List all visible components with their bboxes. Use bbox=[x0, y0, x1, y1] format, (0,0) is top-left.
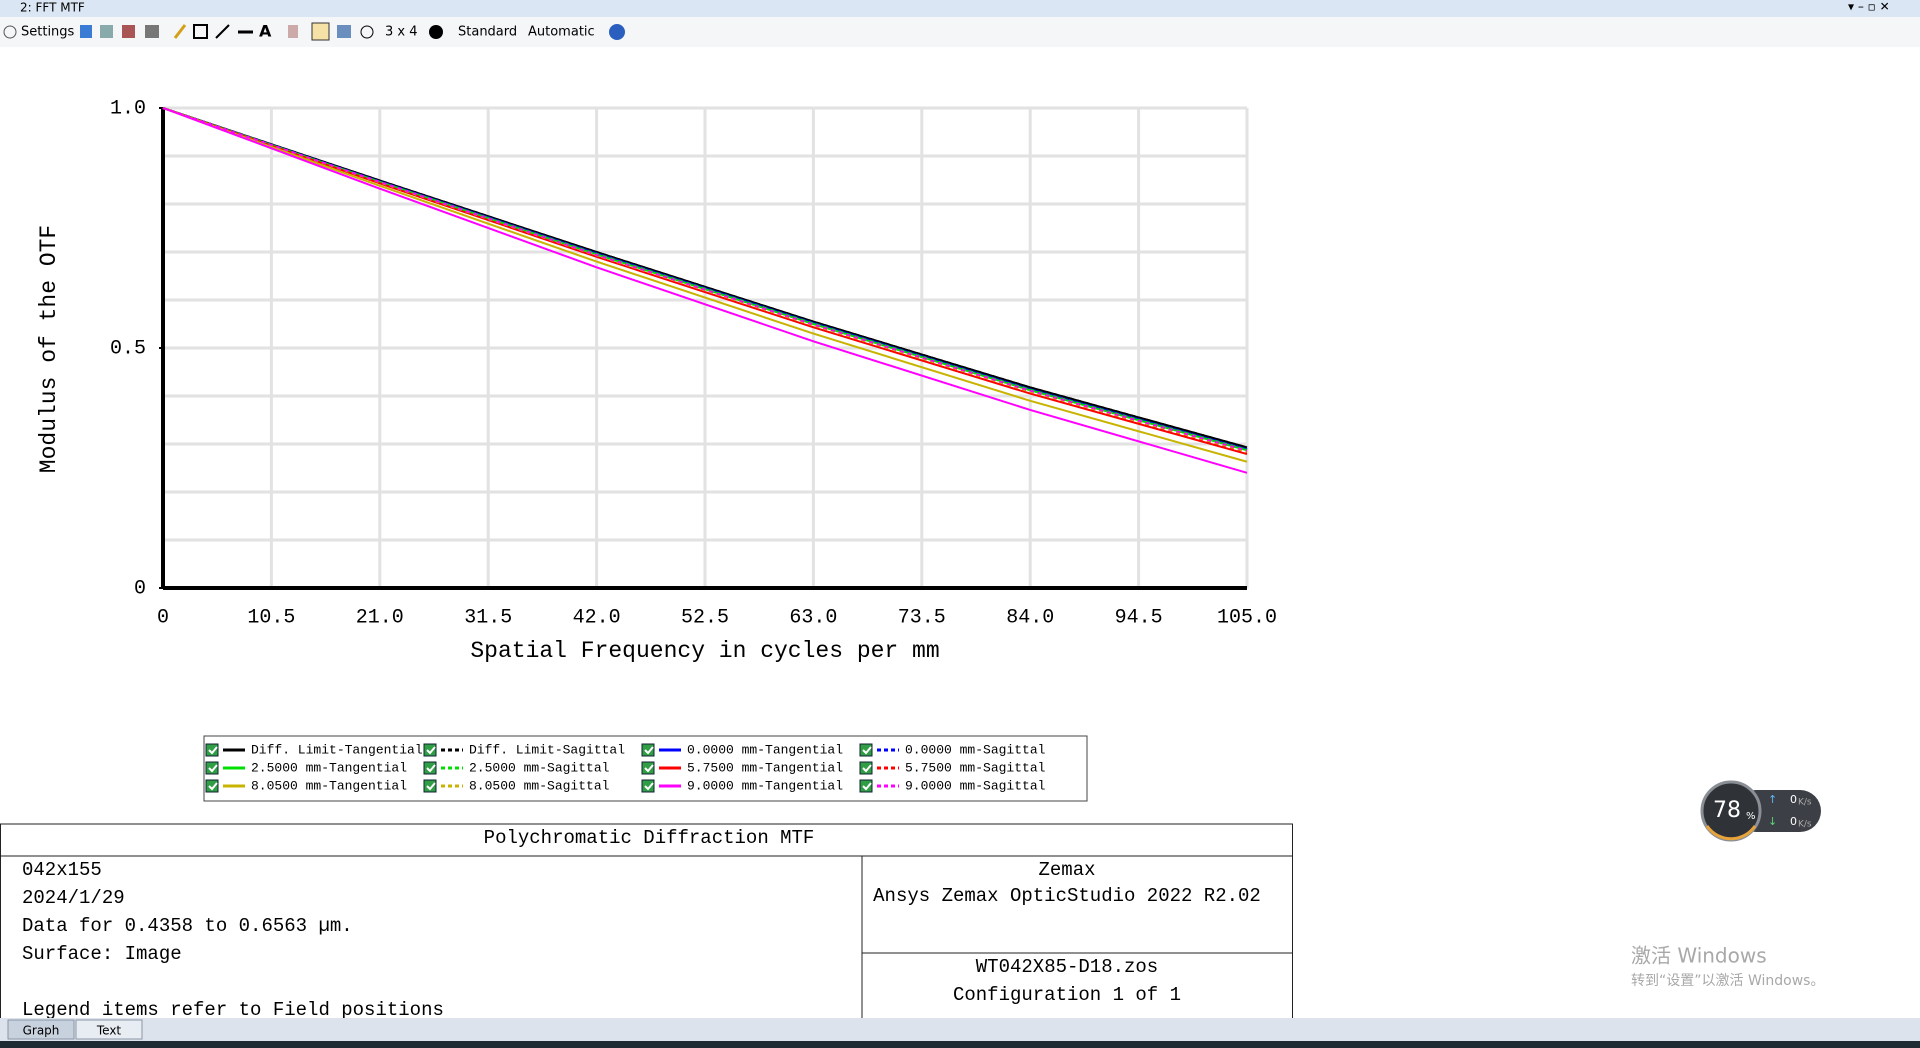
y-axis-title: Modulus of the OTF bbox=[36, 225, 62, 473]
y-tick-label: 1.0 bbox=[110, 97, 146, 120]
upload-unit: K/s bbox=[1798, 798, 1812, 808]
legend-checkbox[interactable] bbox=[859, 743, 873, 757]
legend-check bbox=[862, 782, 872, 791]
tab-label[interactable]: Graph bbox=[23, 1024, 60, 1038]
tabs: Graph Text bbox=[7, 1019, 143, 1040]
taskbar bbox=[0, 1041, 1920, 1048]
x-tick-label: 10.5 bbox=[247, 606, 295, 629]
window-title: 2: FFT MTF bbox=[20, 1, 85, 15]
series-line bbox=[162, 107, 1248, 449]
watermark-title: 激活 Windows bbox=[1631, 944, 1767, 968]
series-line bbox=[162, 107, 1248, 452]
legend-label: 5.7500 mm-Tangential bbox=[687, 760, 843, 775]
legend-checkbox[interactable] bbox=[641, 743, 655, 757]
legend-check bbox=[862, 746, 872, 755]
cpu-percent-sign: % bbox=[1746, 811, 1756, 822]
x-axis-title: Spatial Frequency in cycles per mm bbox=[470, 638, 939, 664]
legend-checkbox[interactable] bbox=[205, 779, 219, 793]
x-tick-label: 73.5 bbox=[898, 606, 946, 629]
legend-checkbox[interactable] bbox=[205, 761, 219, 775]
y-tick-label: 0 bbox=[134, 577, 146, 600]
legend-checkbox[interactable] bbox=[859, 761, 873, 775]
info-line: Configuration 1 of 1 bbox=[953, 984, 1181, 1006]
legend-checkbox[interactable] bbox=[205, 743, 219, 757]
legend-check bbox=[426, 764, 436, 773]
info-text: 042x155 2024/1/29 Data for 0.4358 to 0.656… bbox=[22, 859, 1261, 1021]
legend-label: 8.0500 mm-Sagittal bbox=[469, 778, 610, 793]
info-line: 2024/1/29 bbox=[22, 887, 125, 909]
legend-label: Diff. Limit-Tangential bbox=[251, 742, 423, 757]
x-tick-label: 84.0 bbox=[1006, 606, 1054, 629]
info-line: Surface: Image bbox=[22, 943, 182, 965]
window-controls[interactable]: ▾ – ▫ ✕ bbox=[1848, 0, 1890, 14]
legend-check bbox=[644, 764, 654, 773]
legend-label: 5.7500 mm-Sagittal bbox=[905, 760, 1046, 775]
legend-label: 9.0000 mm-Sagittal bbox=[905, 778, 1046, 793]
title-bar bbox=[0, 0, 1920, 17]
legend-check bbox=[208, 782, 218, 791]
legend-label: 8.0500 mm-Tangential bbox=[251, 778, 407, 793]
info-line: WT042X85-D18.zos bbox=[976, 956, 1158, 978]
scale-dropdown[interactable]: Automatic bbox=[528, 25, 595, 40]
down-arrow: ↓ bbox=[1768, 815, 1777, 828]
x-tick-label: 42.0 bbox=[573, 606, 621, 629]
legend-label: 2.5000 mm-Sagittal bbox=[469, 760, 610, 775]
legend-label: Diff. Limit-Sagittal bbox=[469, 742, 625, 757]
info-line: 042x155 bbox=[22, 859, 102, 881]
info-line: Ansys Zemax OpticStudio 2022 R2.02 bbox=[873, 885, 1261, 907]
series-line bbox=[162, 107, 1248, 456]
legend-label: 9.0000 mm-Tangential bbox=[687, 778, 843, 793]
settings-toggle[interactable] bbox=[3, 25, 17, 39]
watermark-subtitle: 转到“设置”以激活 Windows。 bbox=[1631, 972, 1824, 989]
legend-checkbox[interactable] bbox=[641, 761, 655, 775]
info-line: Legend items refer to Field positions bbox=[22, 999, 444, 1021]
legend-checkbox[interactable] bbox=[423, 761, 437, 775]
tab[interactable] bbox=[7, 1019, 75, 1040]
x-tick-label: 94.5 bbox=[1115, 606, 1163, 629]
x-tick-label: 0 bbox=[157, 606, 169, 629]
tab[interactable] bbox=[75, 1019, 143, 1040]
net-widget bbox=[1700, 780, 1821, 842]
tab-bar bbox=[0, 1018, 1920, 1041]
settings-button[interactable]: Settings bbox=[21, 25, 75, 40]
download-unit: K/s bbox=[1798, 820, 1812, 830]
x-tick-label: 21.0 bbox=[356, 606, 404, 629]
x-tick-label: 52.5 bbox=[681, 606, 729, 629]
legend: Diff. Limit-Tangential Diff. Limit-Sagitt… bbox=[205, 742, 1046, 793]
series-line bbox=[162, 107, 1248, 463]
legend-label: 0.0000 mm-Tangential bbox=[687, 742, 843, 757]
info-title: Polychromatic Diffraction MTF bbox=[484, 827, 815, 849]
legend-check bbox=[862, 764, 872, 773]
legend-check bbox=[208, 746, 218, 755]
legend-checkbox[interactable] bbox=[423, 743, 437, 757]
download-speed: 0 bbox=[1790, 815, 1797, 828]
info-line: Data for 0.4358 to 0.6563 µm. bbox=[22, 915, 353, 937]
svg-text:A: A bbox=[259, 22, 272, 41]
legend-checkbox[interactable] bbox=[423, 779, 437, 793]
toolbar-icons[interactable]: A bbox=[80, 22, 625, 41]
info-line: Zemax bbox=[1038, 859, 1095, 881]
mode-dropdown[interactable]: Standard bbox=[458, 25, 517, 40]
x-tick-label: 63.0 bbox=[789, 606, 837, 629]
cpu-percent: 78 bbox=[1713, 798, 1741, 823]
legend-checkbox[interactable] bbox=[859, 779, 873, 793]
legend-label: 0.0000 mm-Sagittal bbox=[905, 742, 1046, 757]
series-line bbox=[162, 107, 1248, 474]
up-arrow: ↑ bbox=[1768, 793, 1777, 806]
x-tick-label: 105.0 bbox=[1217, 606, 1277, 629]
legend-check bbox=[426, 746, 436, 755]
tab-label[interactable]: Text bbox=[96, 1024, 122, 1038]
legend-check bbox=[426, 782, 436, 791]
y-tick-label: 0.5 bbox=[110, 337, 146, 360]
upload-speed: 0 bbox=[1790, 793, 1797, 806]
legend-check bbox=[644, 746, 654, 755]
legend-check bbox=[644, 782, 654, 791]
legend-checkbox[interactable] bbox=[641, 779, 655, 793]
legend-label: 2.5000 mm-Tangential bbox=[251, 760, 407, 775]
x-tick-label: 31.5 bbox=[464, 606, 512, 629]
layout-dropdown[interactable]: 3 x 4 bbox=[385, 25, 418, 40]
legend-check bbox=[208, 764, 218, 773]
chart: 0 10.5 21.0 31.5 42.0 52.5 63.0 73.5 84.0 94.5 105… bbox=[36, 97, 1277, 664]
